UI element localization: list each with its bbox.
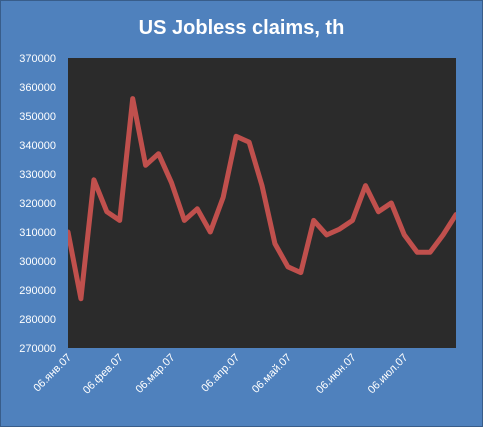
y-tick-label: 320000 [19,198,56,210]
y-tick-label: 370000 [19,53,56,65]
y-axis-tick-labels: 270000 280000 290000 300000 310000 320000 3300… [19,53,56,355]
y-tick-label: 360000 [19,82,56,94]
y-tick-label: 300000 [19,256,56,268]
y-tick-label: 310000 [19,227,56,239]
chart-title: US Jobless claims, th [139,17,345,39]
y-tick-label: 340000 [19,140,56,152]
plot-area [68,58,456,348]
series-layer [68,96,456,302]
y-tick-label: 330000 [19,169,56,181]
y-tick-label: 350000 [19,111,56,123]
y-tick-label: 290000 [19,285,56,297]
series-line-jobless-claims [68,96,456,302]
y-tick-label: 270000 [19,343,56,355]
y-tick-label: 280000 [19,314,56,326]
